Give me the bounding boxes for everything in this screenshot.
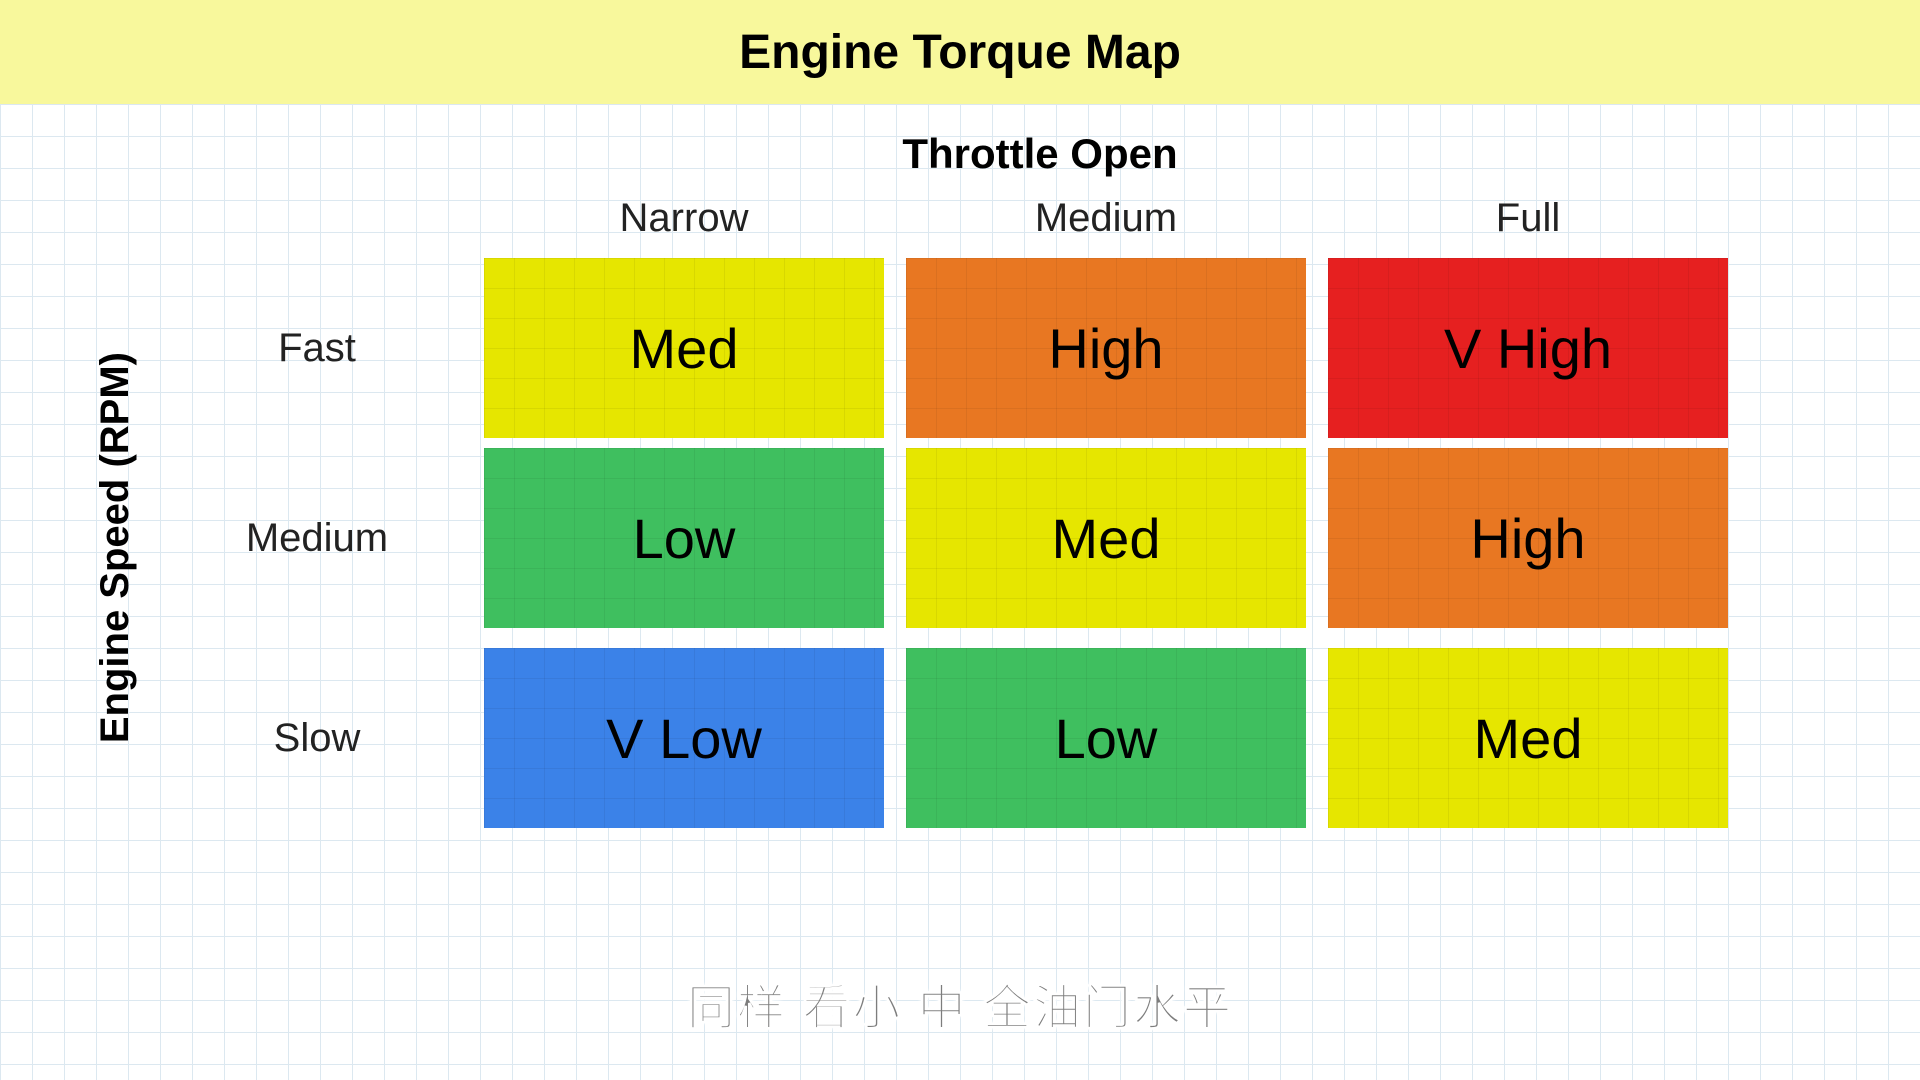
title-bar: Engine Torque Map: [0, 0, 1920, 104]
cell-slow-narrow: V Low: [484, 648, 884, 828]
row-header-fast: Fast: [278, 326, 356, 371]
col-header-narrow: Narrow: [620, 196, 749, 241]
cell-medium-full: High: [1328, 448, 1728, 628]
page-title: Engine Torque Map: [739, 25, 1181, 80]
row-header-medium: Medium: [246, 516, 388, 561]
col-header-full: Full: [1496, 196, 1560, 241]
cell-medium-narrow: Low: [484, 448, 884, 628]
row-header-slow: Slow: [274, 716, 361, 761]
cell-fast-medium: High: [906, 258, 1306, 438]
cell-slow-full: Med: [1328, 648, 1728, 828]
cell-medium-medium: Med: [906, 448, 1306, 628]
subtitle-caption: 同样 看小 中 全油门水平: [0, 968, 1920, 1038]
torque-grid: Engine Speed (RPM) Narrow Medium Full Fa…: [80, 178, 1720, 838]
x-axis-title: Throttle Open: [440, 130, 1640, 178]
col-header-medium: Medium: [1035, 196, 1177, 241]
torque-map: Throttle Open Engine Speed (RPM) Narrow …: [80, 130, 1720, 838]
cell-slow-medium: Low: [906, 648, 1306, 828]
cell-fast-full: V High: [1328, 258, 1728, 438]
y-axis-title: Engine Speed (RPM): [93, 352, 138, 743]
cell-fast-narrow: Med: [484, 258, 884, 438]
